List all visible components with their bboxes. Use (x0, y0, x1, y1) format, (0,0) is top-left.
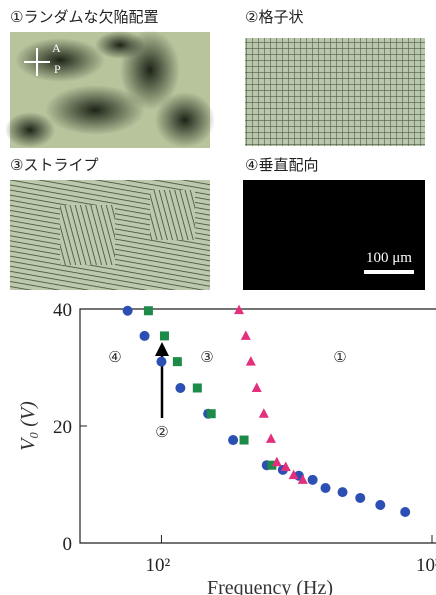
panel-label: ④垂直配向 (245, 156, 318, 174)
y-tick-label: 20 (53, 417, 72, 438)
point (240, 436, 249, 445)
point (241, 330, 251, 340)
chart: 0 20 40 10² 10³ Frequency (Hz) V₀ (V) ① ② ③ ④ (17, 300, 436, 595)
point (321, 483, 331, 493)
panel-label: ①ランダムな欠陥配置 (10, 8, 158, 26)
point (207, 409, 216, 418)
point (246, 356, 256, 366)
region-label: ① (333, 348, 346, 366)
x-tick-label: 10³ (416, 555, 436, 576)
region-label: ③ (200, 348, 213, 366)
y-axis-label: V₀ (V) (17, 401, 39, 451)
point (259, 408, 269, 418)
polarizer-a: A (52, 41, 61, 55)
region-label: ② (155, 423, 168, 441)
point (252, 382, 262, 392)
y-tick-label: 40 (53, 300, 72, 321)
micrograph-domain (60, 205, 115, 265)
point (173, 357, 182, 366)
point (123, 306, 133, 316)
micrograph-domain (150, 190, 195, 240)
point (144, 306, 153, 315)
point (160, 331, 169, 340)
micrograph (245, 38, 425, 146)
point (338, 487, 348, 497)
point (266, 433, 276, 443)
y-tick-label: 0 (63, 534, 73, 555)
region-label: ④ (108, 348, 121, 366)
scale-bar-label: 100 μm (366, 250, 412, 266)
point (193, 383, 202, 392)
figure: ①ランダムな欠陥配置 A P ②格子状 ③ストライプ ④垂直配向 100 μm … (0, 0, 436, 595)
x-axis-label: Frequency (Hz) (207, 577, 333, 595)
panel-label: ②格子状 (245, 8, 303, 26)
arrowhead (155, 342, 169, 356)
point (140, 331, 150, 341)
point (175, 383, 185, 393)
point (375, 500, 385, 510)
panel-label: ③ストライプ (10, 156, 98, 174)
point (228, 435, 238, 445)
point (156, 357, 166, 367)
point (400, 507, 410, 517)
scale-bar (364, 270, 414, 274)
point (308, 475, 318, 485)
point (355, 493, 365, 503)
x-tick-label: 10² (145, 555, 170, 576)
polarizer-p: P (54, 62, 61, 76)
